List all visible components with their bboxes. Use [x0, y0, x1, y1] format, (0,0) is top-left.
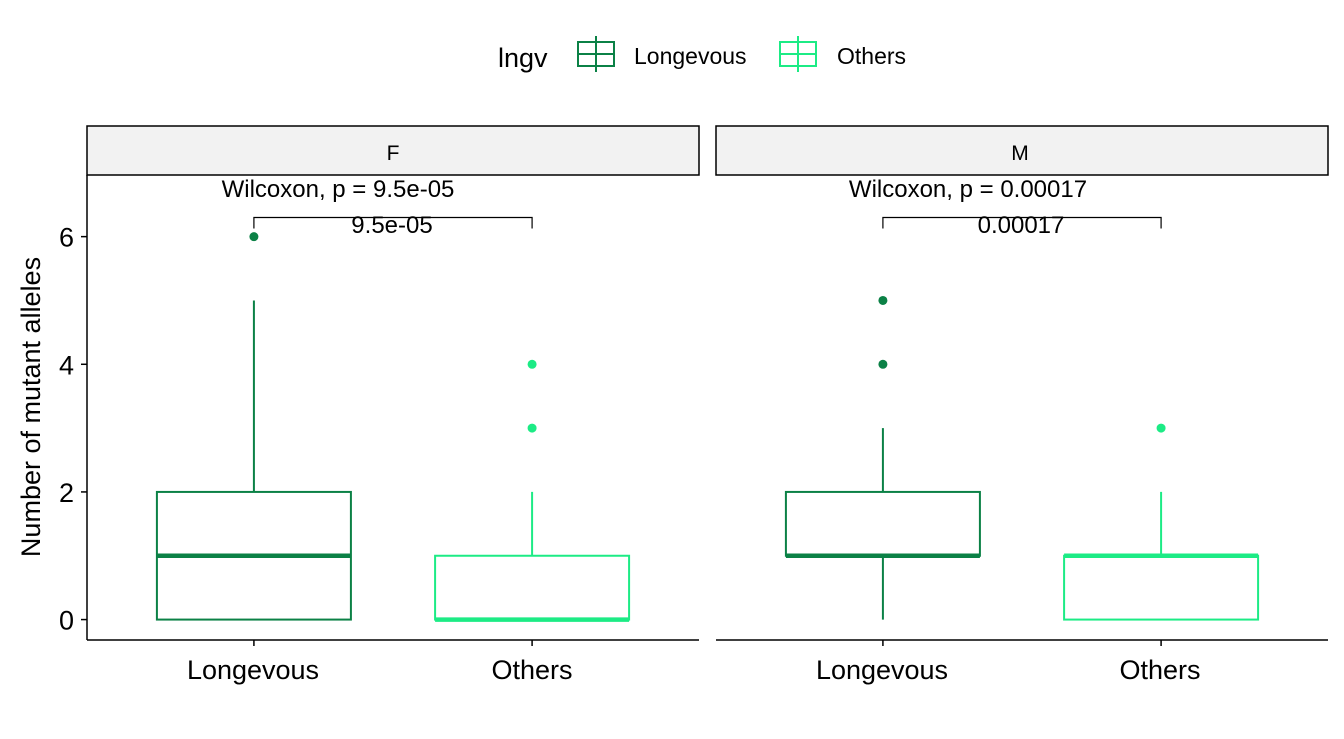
- outlier-point: [878, 359, 888, 369]
- legend-label-others: Others: [837, 43, 906, 69]
- test-label-m: Wilcoxon, p = 0.00017: [849, 176, 1087, 203]
- legend-key-others: [779, 36, 817, 72]
- box-others: [1063, 554, 1260, 621]
- box-longevous: [784, 490, 981, 557]
- legend-label-longevous: Longevous: [634, 43, 747, 69]
- outlier-point: [878, 295, 888, 305]
- test-label-f: Wilcoxon, p = 9.5e-05: [222, 176, 455, 203]
- legend-key-longevous: [577, 36, 615, 72]
- outlier-point: [249, 232, 259, 242]
- outlier-point: [527, 359, 537, 369]
- y-tick-label: 6: [59, 223, 74, 253]
- y-tick-label: 2: [59, 478, 74, 508]
- significance-bracket: [253, 216, 533, 229]
- facet-strip-m: M: [715, 125, 1329, 176]
- outlier-point: [527, 423, 537, 433]
- x-tick-label: Longevous: [816, 655, 948, 685]
- legend-title: lngv: [498, 43, 548, 73]
- significance-bracket: [882, 216, 1162, 229]
- box-others: [434, 554, 631, 621]
- outlier-point: [1156, 423, 1166, 433]
- bracket-label-m: 0.00017: [978, 212, 1065, 239]
- facet-label-f: F: [387, 142, 400, 165]
- legend: lngv Longevous Others: [498, 36, 906, 73]
- x-tick-label: Longevous: [187, 655, 319, 685]
- x-tick-label: Others: [1119, 655, 1200, 685]
- x-tick-label: Others: [491, 655, 572, 685]
- y-tick-label: 0: [59, 606, 74, 636]
- plot-marks: [81, 216, 1260, 646]
- facet-label-m: M: [1011, 142, 1029, 165]
- y-tick-label: 4: [59, 350, 74, 380]
- facet-strip-f: F: [86, 125, 700, 176]
- y-axis-title: Number of mutant alleles: [16, 257, 46, 557]
- bracket-label-f: 9.5e-05: [351, 212, 432, 239]
